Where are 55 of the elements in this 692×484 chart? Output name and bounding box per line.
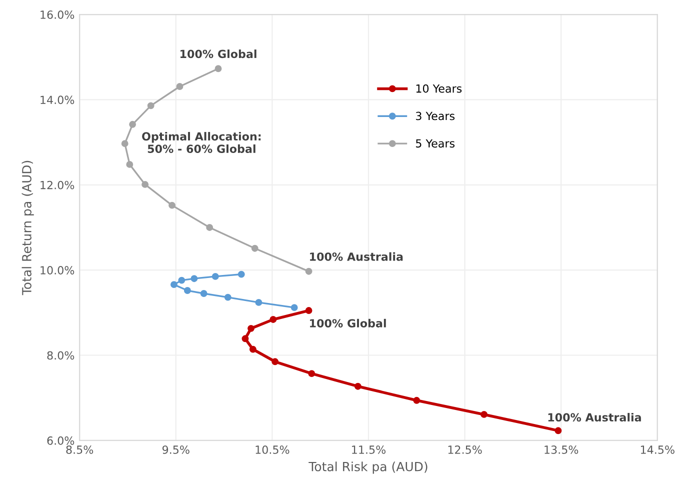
y-tick-label: 12.0% [40,180,74,190]
x-tick-label: 14.5% [640,445,674,454]
point [121,140,128,148]
point [305,307,312,314]
point [290,304,298,312]
point [184,287,191,294]
x-tick-label: 11.5% [352,445,386,454]
point [224,294,232,301]
x-tick-label: 8.5% [66,445,94,454]
annotation: 100% Global [310,318,386,328]
point [272,358,279,366]
point [168,202,176,209]
point [354,382,362,390]
y-tick-label: 6.0% [47,436,74,445]
annotation: 100% Australia [310,252,403,261]
point [305,268,312,275]
x-tick-label: 12.5% [448,445,482,454]
point [212,272,219,280]
x-tick-label: 10.5% [256,445,290,454]
point [251,244,258,252]
point [129,120,136,128]
legend-label: 10 Years [416,84,462,93]
legend-label: 5 Years [416,139,455,148]
point [248,324,254,332]
point [206,224,214,231]
point [176,83,184,90]
point [480,410,488,418]
point [178,276,186,284]
point [413,396,420,404]
point [242,335,249,342]
point [200,290,208,297]
y-axis-title: Total Return pa (AUD) [22,160,34,296]
point [238,270,245,278]
legend-label: 3 Years [416,112,455,120]
point [126,160,134,168]
point [170,281,178,288]
point [249,346,256,353]
y-tick-label: 10.0% [40,266,74,274]
annotation: 100% Global [180,50,256,58]
y-tick-label: 16.0% [40,10,74,19]
y-tick-label: 14.0% [40,96,74,104]
x-tick-label: 13.5% [544,445,578,454]
point [308,370,316,378]
x-axis-title: Total Risk pa (AUD) [308,462,428,474]
point [554,427,562,434]
x-tick-label: 9.5% [162,445,190,454]
y-tick-label: 8.0% [47,351,74,360]
point [214,65,222,72]
point [147,102,154,110]
point [255,298,262,306]
annotation: Optimal Allocation: 50% - 60% Global [142,132,261,154]
point [270,316,277,323]
annotation: 100% Australia [548,412,641,422]
point [142,180,149,188]
point [190,275,198,282]
